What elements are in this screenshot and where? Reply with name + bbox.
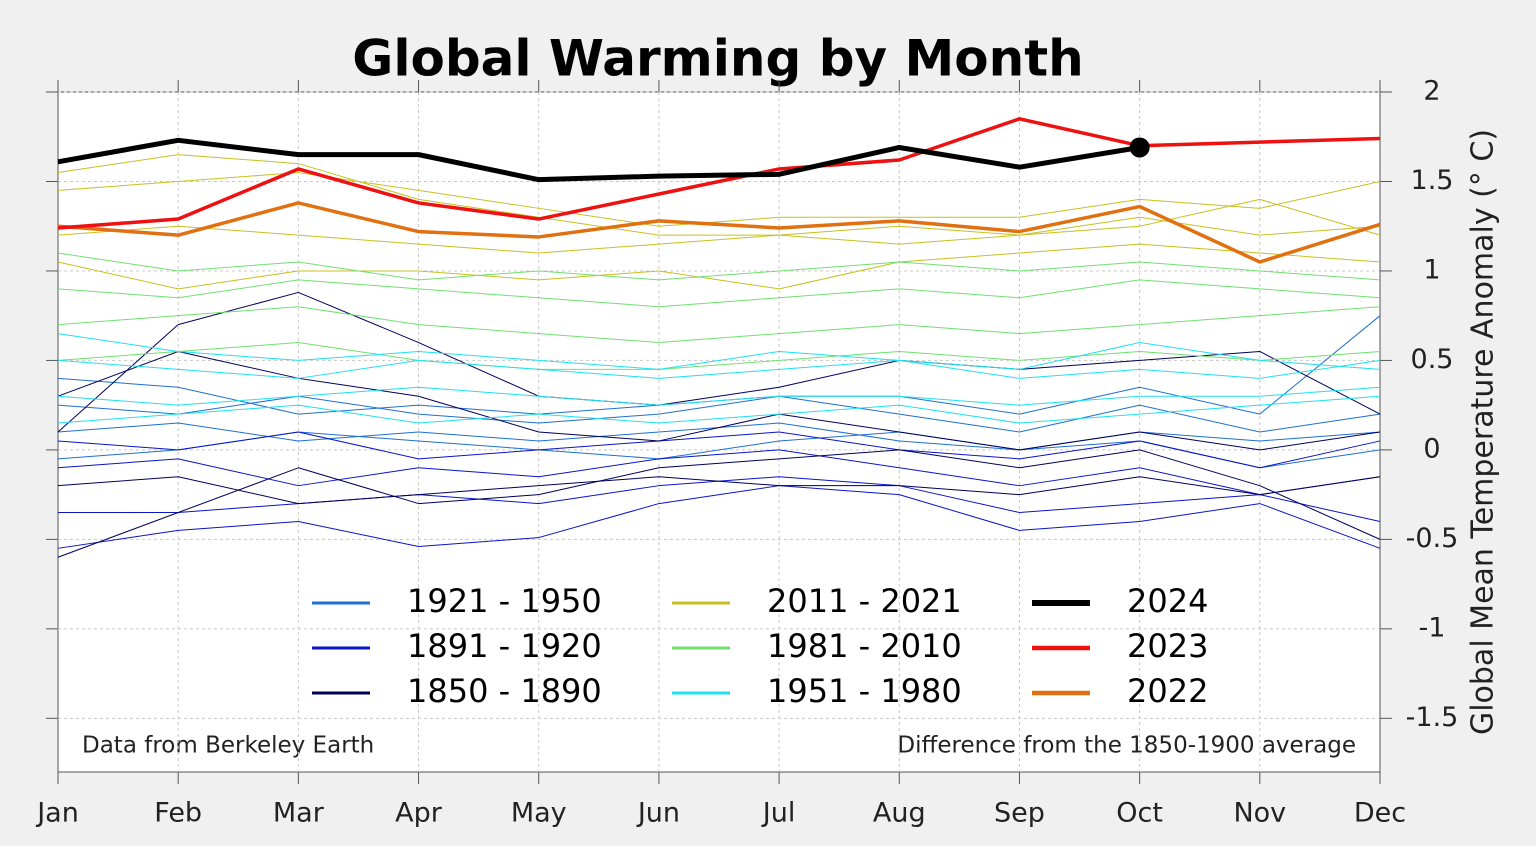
year-line: [57, 306, 1381, 344]
y-tick-label: -1.5: [1406, 702, 1459, 733]
x-tick-label: May: [511, 798, 567, 829]
year-line: [57, 449, 1381, 496]
x-tick-label: Oct: [1116, 798, 1163, 829]
year-line: [57, 359, 1381, 379]
x-tick-label: Jul: [761, 798, 796, 829]
x-tick-label: Jun: [636, 798, 680, 829]
legend-label: 1921 - 1950: [407, 582, 602, 620]
y-tick-label: 2: [1423, 76, 1440, 107]
year-line: [57, 154, 1381, 245]
year-line: [57, 279, 1381, 308]
highlight-line: [57, 117, 1381, 230]
y-tick-label: -0.5: [1406, 523, 1459, 554]
year-line: [57, 342, 1381, 370]
x-tick-label: Mar: [273, 798, 325, 829]
y-tick-label: 0: [1423, 433, 1440, 464]
highlight-line: [57, 201, 1381, 264]
x-tick-label: Sep: [994, 798, 1045, 829]
x-tick-label: Apr: [395, 798, 443, 829]
legend-label: 1981 - 2010: [767, 627, 962, 665]
year-line: [57, 350, 1381, 451]
year-line: [57, 216, 1381, 254]
year-line: [57, 333, 1381, 370]
latest-point: [1129, 137, 1150, 158]
x-tick-label: Jan: [35, 798, 79, 829]
y-tick-label: 0.5: [1411, 344, 1454, 375]
x-tick-label: Nov: [1233, 798, 1286, 829]
legend-label: 2023: [1127, 627, 1208, 665]
y-tick-label: 1.5: [1411, 165, 1454, 196]
year-line: [57, 386, 1381, 406]
highlight-line: [57, 137, 1141, 183]
x-tick-label: Feb: [154, 798, 202, 829]
legend-label: 2011 - 2021: [767, 582, 962, 620]
year-line: [57, 243, 1381, 290]
year-line: [57, 172, 1381, 227]
year-line: [57, 252, 1381, 281]
chart-title: Global Warming by Month: [352, 30, 1083, 88]
year-line: [57, 395, 1381, 433]
x-tick-label: Dec: [1354, 798, 1406, 829]
plot-area: [57, 91, 1381, 773]
legend-label: 2024: [1127, 582, 1208, 620]
annotation: Data from Berkeley Earth: [82, 733, 374, 759]
year-line: [57, 395, 1381, 424]
year-line: [57, 449, 1381, 558]
y-axis-label: Global Mean Temperature Anomaly (° C): [1466, 129, 1501, 735]
year-line: [57, 291, 1381, 433]
x-tick-label: Aug: [873, 798, 926, 829]
legend-label: 1951 - 1980: [767, 672, 962, 710]
y-tick-label: -1: [1419, 612, 1446, 643]
legend-label: 2022: [1127, 672, 1208, 710]
annotation: Difference from the 1850-1900 average: [897, 733, 1356, 759]
year-line: [57, 476, 1381, 505]
year-line: [57, 485, 1381, 549]
y-tick-label: 1: [1423, 254, 1440, 285]
legend-label: 1891 - 1920: [407, 627, 602, 665]
legend-label: 1850 - 1890: [407, 672, 602, 710]
year-line: [57, 431, 1381, 469]
